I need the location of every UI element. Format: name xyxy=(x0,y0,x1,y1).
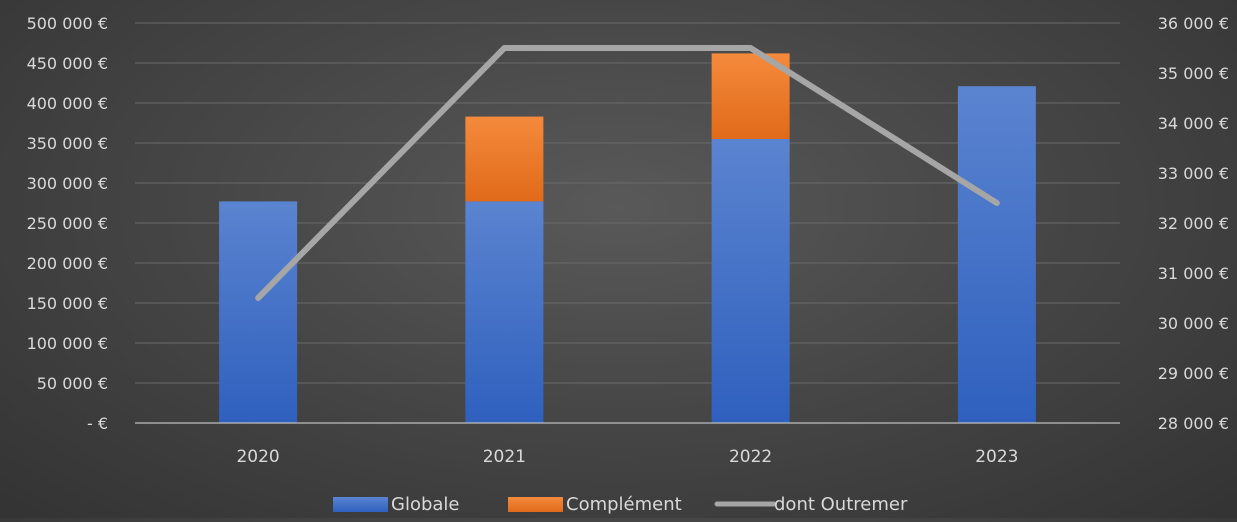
y-right-tick-label: 30 000 € xyxy=(1158,314,1229,333)
legend-label: Globale xyxy=(391,494,460,515)
y-right-tick-label: 32 000 € xyxy=(1158,214,1229,233)
bar-globale xyxy=(465,201,543,423)
legend-label: Complément xyxy=(566,494,682,515)
bars xyxy=(219,53,1036,423)
y-left-tick-label: 300 000 € xyxy=(27,174,108,193)
x-tick-label: 2020 xyxy=(236,447,279,467)
y-right-tick-label: 36 000 € xyxy=(1158,14,1229,33)
bar-globale xyxy=(712,139,790,423)
y-right-tick-label: 35 000 € xyxy=(1158,64,1229,83)
y-left-tick-label: 250 000 € xyxy=(27,214,108,233)
line-series xyxy=(258,48,997,298)
y-right-tick-label: 33 000 € xyxy=(1158,164,1229,183)
bar-globale xyxy=(958,86,1036,423)
y-left-tick-label: 450 000 € xyxy=(27,54,108,73)
y-left-tick-label: 100 000 € xyxy=(27,334,108,353)
legend: Globale Complément dont Outremer xyxy=(333,494,908,515)
y-left-tick-label: 200 000 € xyxy=(27,254,108,273)
bar-complement xyxy=(465,117,543,202)
legend-label: dont Outremer xyxy=(774,494,908,515)
y-left-tick-label: 350 000 € xyxy=(27,134,108,153)
x-tick-label: 2022 xyxy=(729,447,772,467)
x-tick-label: 2023 xyxy=(975,447,1018,467)
y-right-tick-label: 34 000 € xyxy=(1158,114,1229,133)
y-left-tick-label: - € xyxy=(87,414,108,433)
y-left-tick-label: 50 000 € xyxy=(37,374,108,393)
y-right-tick-label: 31 000 € xyxy=(1158,264,1229,283)
y-left-tick-label: 150 000 € xyxy=(27,294,108,313)
x-tick-label: 2021 xyxy=(483,447,526,467)
legend-swatch-globale xyxy=(333,497,388,512)
axes: - € 50 000 € 100 000 € 150 000 € 200 000 € 25… xyxy=(27,14,1229,467)
legend-swatch-complement xyxy=(508,497,563,512)
y-right-tick-label: 28 000 € xyxy=(1158,414,1229,433)
y-left-tick-label: 500 000 € xyxy=(27,14,108,33)
line-dont-outremer xyxy=(258,48,997,298)
y-right-tick-label: 29 000 € xyxy=(1158,364,1229,383)
y-left-tick-label: 400 000 € xyxy=(27,94,108,113)
bar-globale xyxy=(219,201,297,423)
